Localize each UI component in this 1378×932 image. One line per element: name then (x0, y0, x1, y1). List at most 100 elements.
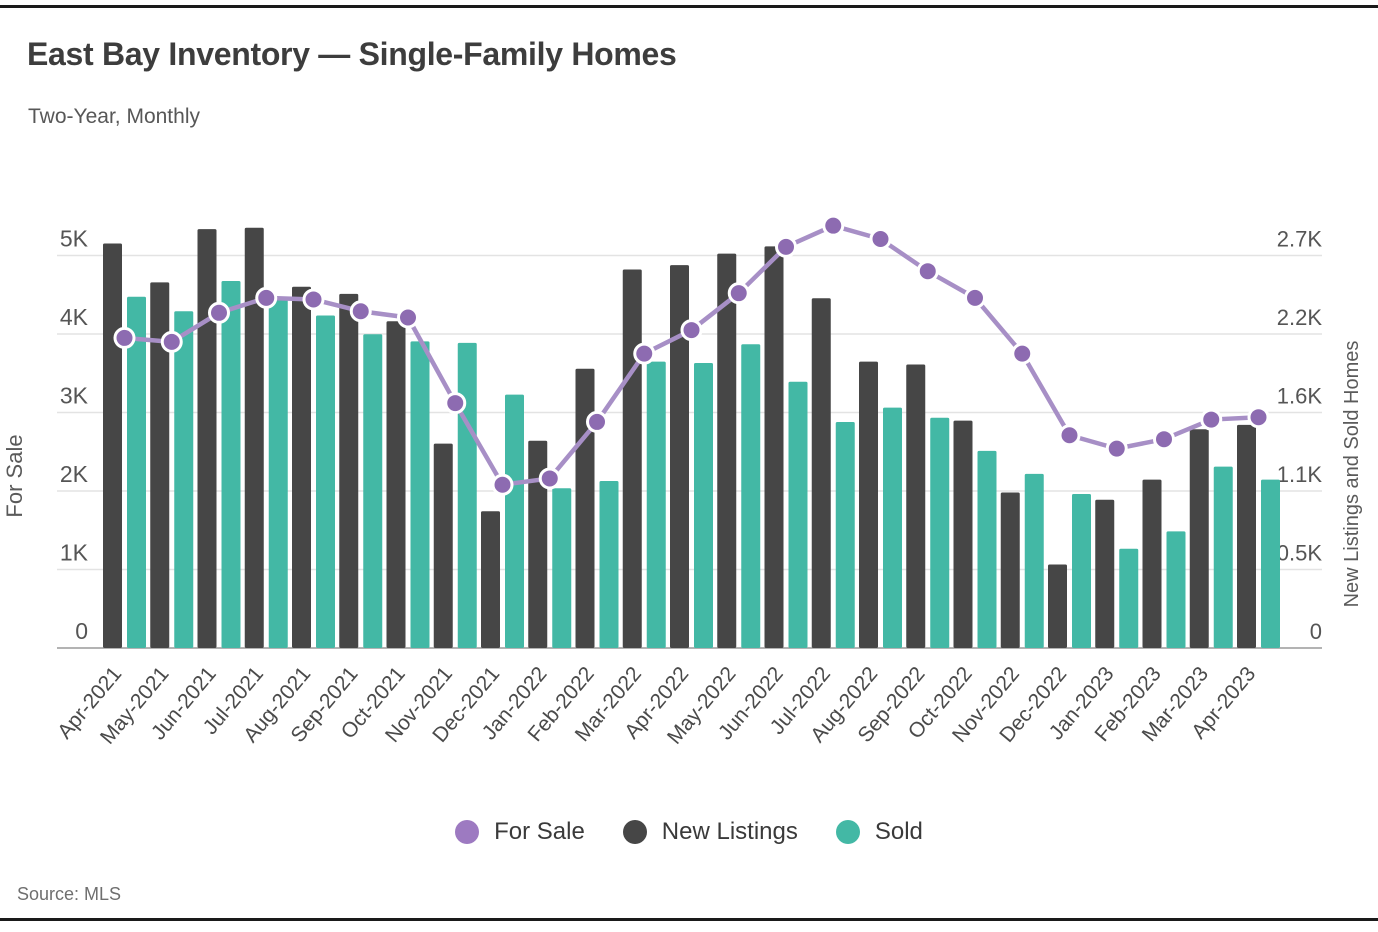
bar-sold (930, 417, 950, 648)
bar-new-listings (528, 440, 548, 648)
y-axis-tick-right: 1.1K (1277, 462, 1323, 487)
for-sale-point (727, 282, 750, 305)
bar-sold (457, 342, 477, 648)
for-sale-point (822, 214, 845, 237)
y-axis-tick-left: 3K (60, 383, 89, 409)
bar-sold (694, 363, 713, 648)
for-sale-point (1247, 406, 1270, 429)
source-note: Source: MLS (17, 884, 122, 904)
for-sale-point (869, 228, 892, 251)
bar-sold (1024, 473, 1044, 648)
for-sale-point (1105, 437, 1128, 460)
for-sale-point (1200, 408, 1223, 431)
bar-new-listings (717, 253, 737, 648)
bar-sold (1213, 466, 1233, 648)
right-axis-title: New Listings and Sold Homes (1341, 341, 1363, 608)
bar-new-listings (953, 420, 973, 648)
new-listings-swatch-icon (622, 820, 647, 844)
legend: For Sale New Listings Sold (0, 818, 1378, 846)
bar-sold (599, 481, 619, 648)
bar-sold (268, 296, 288, 648)
bar-sold (410, 341, 430, 648)
bar-new-listings (1000, 492, 1020, 648)
chart-subtitle: Two-Year, Monthly (28, 105, 200, 128)
for-sale-point (775, 235, 797, 258)
legend-label-for-sale: For Sale (494, 818, 585, 845)
for-sale-swatch-icon (455, 820, 480, 844)
bar-sold (883, 407, 902, 648)
bar-new-listings (859, 361, 878, 648)
for-sale-point (444, 392, 467, 415)
bar-sold (1166, 531, 1186, 648)
bar-new-listings (1237, 424, 1256, 648)
for-sale-point (397, 306, 419, 329)
y-axis-tick-right: 0 (1310, 619, 1322, 644)
top-border (0, 5, 1378, 8)
for-sale-point (916, 260, 939, 283)
bar-sold (552, 488, 572, 648)
bottom-border (0, 918, 1378, 921)
bar-sold (1261, 479, 1280, 648)
bar-new-listings (481, 511, 500, 648)
for-sale-point (1058, 424, 1081, 447)
for-sale-point (633, 342, 656, 365)
bar-sold (505, 394, 524, 648)
bar-new-listings (197, 229, 217, 648)
bar-new-listings (906, 364, 926, 648)
bar-new-listings (1142, 479, 1162, 648)
for-sale-point (680, 319, 703, 342)
bar-new-listings (764, 246, 784, 648)
for-sale-point (1153, 428, 1175, 451)
bar-sold (835, 422, 855, 648)
sold-swatch-icon (835, 820, 860, 844)
y-axis-tick-right: 1.6K (1277, 384, 1323, 409)
bar-new-listings (103, 243, 122, 649)
y-axis-tick-left: 1K (60, 540, 89, 566)
bar-new-listings (670, 265, 689, 648)
for-sale-point (255, 286, 278, 309)
for-sale-point (538, 467, 561, 490)
legend-item-for-sale: For Sale (455, 818, 585, 846)
legend-item-new-listings: New Listings (622, 818, 798, 846)
for-sale-point (964, 286, 986, 309)
bar-sold (221, 280, 241, 648)
bar-new-listings (433, 443, 453, 648)
y-axis-tick-right: 2.2K (1277, 305, 1323, 330)
y-axis-tick-left: 4K (60, 304, 89, 330)
legend-label-sold: Sold (874, 818, 923, 845)
bar-sold (977, 450, 997, 648)
bar-sold (316, 315, 335, 648)
for-sale-point (349, 300, 372, 323)
y-axis-tick-right: 2.7K (1277, 227, 1323, 252)
bar-new-listings (244, 227, 264, 648)
bar-sold (363, 334, 383, 648)
bar-sold (174, 311, 194, 648)
for-sale-point (1011, 342, 1034, 365)
for-sale-point (491, 473, 514, 496)
for-sale-point (160, 330, 183, 353)
bar-sold (646, 361, 666, 648)
bar-new-listings (1095, 499, 1115, 648)
bar-sold (741, 344, 761, 648)
bar-sold (788, 381, 808, 648)
bar-sold (127, 296, 146, 648)
y-axis-tick-left: 5K (60, 226, 89, 252)
bar-new-listings (1048, 564, 1067, 648)
legend-label-new-listings: New Listings (661, 818, 798, 845)
bar-new-listings (386, 321, 406, 648)
y-axis-tick-left: 2K (60, 461, 89, 487)
for-sale-point (113, 326, 136, 349)
for-sale-point (302, 288, 325, 311)
bar-new-listings (622, 269, 642, 648)
bar-sold (1119, 548, 1139, 648)
chart-title: East Bay Inventory — Single-Family Homes (27, 36, 677, 72)
legend-item-sold: Sold (835, 818, 923, 846)
bar-new-listings (575, 368, 595, 648)
y-axis-tick-left: 0 (75, 618, 88, 644)
bar-new-listings (339, 293, 359, 648)
bar-new-listings (150, 282, 170, 648)
bar-sold (1072, 493, 1091, 648)
bar-new-listings (811, 298, 831, 648)
